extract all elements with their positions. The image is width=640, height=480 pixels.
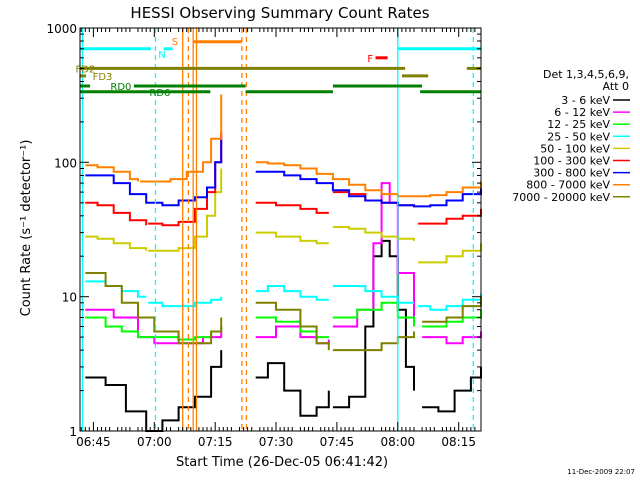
y-tick-label-2: 100 <box>54 156 77 170</box>
flag-label-2: F <box>367 54 373 65</box>
series-8-segment-2 <box>332 331 415 352</box>
legend-label-5: 100 - 300 keV <box>533 155 610 168</box>
series-8-segment-0 <box>85 272 223 345</box>
flag-label-1: S <box>172 37 178 48</box>
series-1-segment-3 <box>422 331 482 345</box>
legend-header-line-2: Att 0 <box>603 80 629 93</box>
flag-label-4: FD3 <box>93 72 113 83</box>
series-3-segment-2 <box>255 285 329 301</box>
series-4-segment-0 <box>85 235 148 251</box>
x-axis-label: Start Time (26-Dec-05 06:41:42) <box>176 455 388 470</box>
legend-label-8: 7000 - 20000 keV <box>512 191 610 204</box>
series-layer <box>85 94 482 432</box>
legend-label-0: 3 - 6 keV <box>561 94 610 107</box>
series-2-segment-2 <box>332 301 415 327</box>
legend-label-2: 12 - 25 keV <box>547 118 610 131</box>
x-tick-label-6: 08:15 <box>441 435 476 449</box>
axis-tick-layer: 06:45 07:00 07:15 07:30 07:45 08:00 08:15 1 10 10… <box>46 22 481 449</box>
chart-title: HESSI Observing Summary Count Rates <box>130 4 429 22</box>
y-tick-label-1: 10 <box>62 291 77 305</box>
series-5-segment-2 <box>255 201 329 214</box>
series-4-segment-2 <box>255 231 329 245</box>
series-4-segment-4 <box>418 243 482 264</box>
series-7-segment-0 <box>85 164 139 182</box>
legend-label-1: 6 - 12 keV <box>554 106 610 119</box>
x-tick-label-2: 07:15 <box>198 435 233 449</box>
series-4-segment-3 <box>332 226 415 241</box>
flag-label-6: RD6 <box>149 88 170 99</box>
y-tick-label-3: 1000 <box>46 22 77 36</box>
series-7-segment-1 <box>140 94 223 183</box>
legend-label-3: 25 - 50 keV <box>547 130 610 143</box>
legend-label-4: 50 - 100 keV <box>540 142 610 155</box>
flag-label-3: FD2 <box>76 64 96 75</box>
plot-frame <box>79 27 482 432</box>
series-0-segment-1 <box>255 362 330 417</box>
y-axis-label: Count Rate (s⁻¹ detector⁻¹) <box>19 140 34 317</box>
series-5-segment-4 <box>418 208 482 225</box>
time-marker-layer <box>81 28 474 431</box>
legend-label-7: 800 - 7000 keV <box>526 179 610 192</box>
series-5-segment-0 <box>85 201 148 226</box>
series-2-segment-0 <box>85 316 223 341</box>
series-6-segment-1 <box>255 170 482 208</box>
x-tick-label-4: 07:45 <box>320 435 355 449</box>
x-tick-label-0: 06:45 <box>76 435 111 449</box>
x-tick-label-1: 07:00 <box>137 435 172 449</box>
series-3-segment-1 <box>148 296 223 308</box>
series-6-segment-0 <box>85 134 223 207</box>
footer-timestamp: 11-Dec-2009 22:07 <box>567 468 635 476</box>
series-7-segment-2 <box>255 161 482 198</box>
flag-label-0: N <box>158 50 165 61</box>
legend-label-6: 300 - 800 keV <box>533 167 610 180</box>
series-0-segment-0 <box>85 350 223 432</box>
series-1-segment-1 <box>255 325 330 345</box>
series-3-segment-4 <box>418 293 482 311</box>
flag-label-5: RD0 <box>110 82 131 93</box>
x-tick-label-3: 07:30 <box>259 435 294 449</box>
series-8-segment-1 <box>255 301 330 351</box>
series-0-segment-3 <box>422 366 482 413</box>
series-3-segment-0 <box>85 280 147 298</box>
legend-header-line-1: Det 1,3,4,5,6,9, <box>543 68 629 81</box>
y-tick-label-0: 1 <box>69 425 77 439</box>
x-tick-label-5: 08:00 <box>381 435 416 449</box>
